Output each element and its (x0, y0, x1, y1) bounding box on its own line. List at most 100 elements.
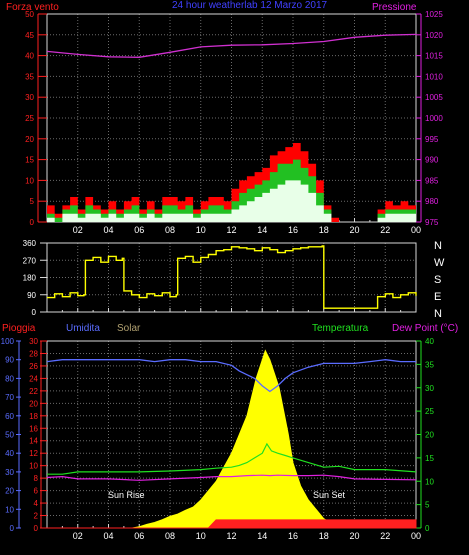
wind-ytick-label: 35 (25, 72, 34, 81)
humidity-ytick-label: 10 (5, 505, 14, 514)
wind-ytick-label: 30 (25, 93, 34, 102)
temperature-ytick-label: 35 (425, 360, 434, 369)
climate-panel-xtick-label: 06 (134, 531, 144, 541)
wind-panel-xtick-label: 00 (411, 225, 421, 235)
wind-axis-label: Forza vento (6, 2, 59, 13)
rain-ytick-label: 10 (29, 462, 38, 471)
rain-ytick-label: 26 (29, 362, 38, 371)
temperature-ytick-label: 0 (425, 524, 430, 533)
wind-panel-xtick-label: 22 (380, 225, 390, 235)
temperature-ytick-label: 25 (425, 407, 434, 416)
wind-panel-xtick-label: 06 (134, 225, 144, 235)
temperature-ytick-label: 15 (425, 454, 434, 463)
direction-ytick-label: 270 (23, 256, 37, 265)
rain-ytick-label: 16 (29, 424, 38, 433)
wind-ytick-label: 40 (25, 52, 34, 61)
direction-letter-s: S (434, 274, 441, 286)
wind-panel-xtick-label: 12 (226, 225, 236, 235)
pressure-ytick-label: 995 (425, 135, 439, 144)
pressure-ytick-label: 1025 (425, 10, 443, 19)
pressure-ytick-label: 1000 (425, 114, 443, 123)
rain-ytick-label: 24 (29, 374, 38, 383)
wind-panel-xtick-label: 20 (349, 225, 359, 235)
direction-letter-n-top: N (434, 240, 442, 252)
climate-panel-xtick-label: 10 (196, 531, 206, 541)
climate-panel-xtick-label: 02 (73, 531, 83, 541)
rain-ytick-label: 2 (34, 512, 39, 521)
humidity-ytick-label: 100 (1, 337, 15, 346)
wind-ytick-label: 10 (25, 176, 34, 185)
wind-panel-xtick-label: 08 (165, 225, 175, 235)
pressure-ytick-label: 1005 (425, 93, 443, 102)
dewpoint-line (46, 474, 417, 481)
direction-line (47, 245, 417, 309)
direction-ytick-label: 360 (23, 239, 37, 248)
humidity-axis-label: Umidita (66, 323, 100, 334)
wind-avg-area (47, 180, 416, 222)
wind-ytick-label: 25 (25, 114, 34, 123)
humidity-ytick-label: 50 (5, 431, 14, 440)
wind-panel-xtick-label: 18 (319, 225, 329, 235)
temperature-ytick-label: 20 (425, 431, 434, 440)
wind-panel-xtick-label: 02 (73, 225, 83, 235)
climate-panel-xtick-label: 16 (288, 531, 298, 541)
pressure-ytick-label: 985 (425, 176, 439, 185)
wind-ytick-label: 20 (25, 135, 34, 144)
rain-ytick-label: 6 (34, 487, 39, 496)
wind-panel-xtick-label: 16 (288, 225, 298, 235)
wind-panel-xtick-label: 14 (257, 225, 267, 235)
solar-label: Solar (117, 323, 141, 334)
rain-ytick-label: 0 (34, 524, 39, 533)
pressure-ytick-label: 980 (425, 197, 439, 206)
direction-panel-frame (46, 242, 417, 313)
rain-ytick-label: 14 (29, 437, 38, 446)
temperature-ytick-label: 30 (425, 384, 434, 393)
sunrise-annotation: Sun Rise (108, 490, 145, 500)
direction-letter-w: W (434, 257, 445, 269)
humidity-ytick-label: 20 (5, 487, 14, 496)
rain-ytick-label: 8 (34, 474, 39, 483)
temperature-ytick-label: 10 (425, 477, 434, 486)
climate-panel-xtick-label: 18 (319, 531, 329, 541)
rain-ytick-label: 4 (34, 499, 39, 508)
pressure-ytick-label: 975 (425, 218, 439, 227)
humidity-ytick-label: 30 (5, 468, 14, 477)
pressure-line (46, 33, 417, 58)
direction-ytick-label: 180 (23, 274, 37, 283)
direction-ytick-label: 0 (32, 308, 37, 317)
sunset-annotation: Sun Set (313, 490, 346, 500)
climate-panel-xtick-label: 08 (165, 531, 175, 541)
wind-ytick-label: 50 (25, 10, 34, 19)
rain-ytick-label: 28 (29, 349, 38, 358)
temperature-axis-label: Temperatura (312, 323, 369, 334)
pressure-axis-label: Pressione (372, 2, 417, 13)
temperature-ytick-label: 40 (425, 337, 434, 346)
pressure-ytick-label: 1015 (425, 52, 443, 61)
humidity-line (46, 359, 416, 393)
temperature-ytick-label: 5 (425, 501, 430, 510)
climate-panel-xtick-label: 04 (103, 531, 113, 541)
humidity-ytick-label: 70 (5, 393, 14, 402)
chart-title: 24 hour weatherlab 12 Marzo 2017 (172, 0, 328, 11)
humidity-ytick-label: 0 (10, 524, 15, 533)
rain-ytick-label: 18 (29, 412, 38, 421)
rain-ytick-label: 22 (29, 387, 38, 396)
wind-ytick-label: 15 (25, 156, 34, 165)
direction-ytick-label: 90 (27, 291, 36, 300)
humidity-ytick-label: 40 (5, 449, 14, 458)
wind-ytick-label: 0 (30, 218, 35, 227)
humidity-ytick-label: 60 (5, 412, 14, 421)
rain-ytick-label: 12 (29, 449, 38, 458)
pressure-ytick-label: 1020 (425, 31, 443, 40)
pressure-ytick-label: 1010 (425, 72, 443, 81)
wind-ytick-label: 45 (25, 31, 34, 40)
rain-ytick-label: 20 (29, 399, 38, 408)
wind-panel-xtick-label: 04 (103, 225, 113, 235)
climate-panel-xtick-label: 22 (380, 531, 390, 541)
humidity-ytick-label: 80 (5, 374, 14, 383)
direction-letter-e: E (434, 291, 441, 303)
temperature-line (47, 442, 417, 475)
humidity-ytick-label: 90 (5, 356, 14, 365)
direction-letter-n-bottom: N (434, 308, 442, 320)
